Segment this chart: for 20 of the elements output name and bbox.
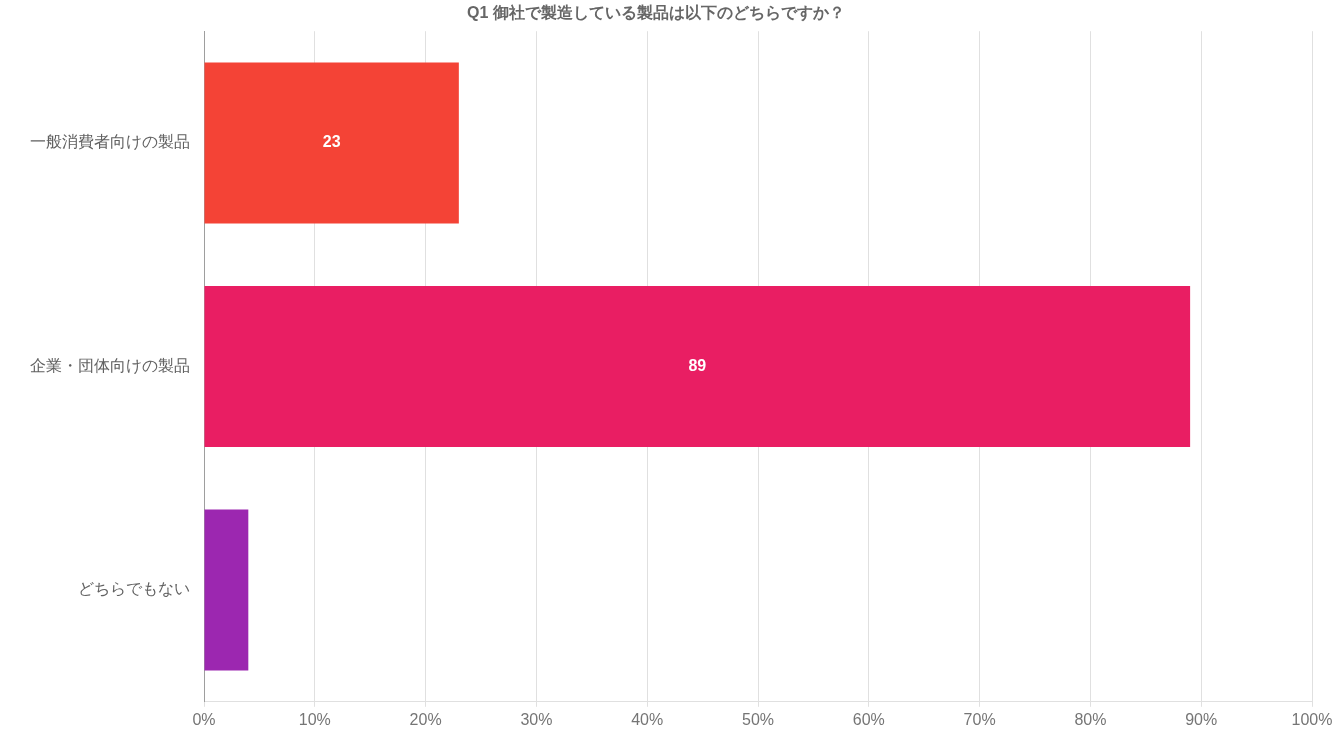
chart-title: Q1 御社で製造している製品は以下のどちらですか？: [467, 4, 845, 23]
x-tick-label: 80%: [1074, 710, 1107, 728]
data-label: 23: [322, 133, 341, 151]
bar: [204, 62, 459, 224]
x-tick-label: 60%: [852, 710, 885, 728]
bar: [204, 509, 249, 671]
y-tick-label: 企業・団体向けの製品: [30, 356, 190, 374]
x-tick-label: 0%: [192, 710, 216, 728]
data-label: 89: [688, 356, 707, 374]
x-tick-label: 70%: [963, 710, 996, 728]
x-tick-label: 40%: [631, 710, 664, 728]
y-tick-label: どちらでもない: [78, 580, 190, 598]
bar: [204, 286, 1191, 447]
y-tick-label: 一般消費者向けの製品: [30, 133, 190, 151]
x-tick-label: 90%: [1185, 710, 1218, 728]
x-tick-label: 30%: [520, 710, 553, 728]
x-tick-label: 20%: [409, 710, 442, 728]
x-tick-label: 100%: [1291, 710, 1333, 728]
x-tick-label: 50%: [741, 710, 775, 728]
x-tick-label: 10%: [298, 710, 331, 728]
